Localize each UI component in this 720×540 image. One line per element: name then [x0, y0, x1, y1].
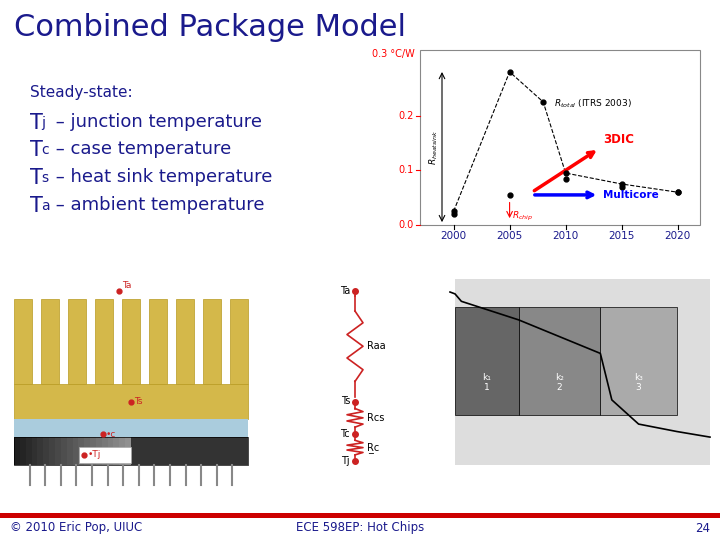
Text: – heat sink temperature: – heat sink temperature: [50, 168, 272, 186]
Text: – ambient temperature: – ambient temperature: [50, 196, 264, 214]
Text: k₁
1: k₁ 1: [482, 373, 491, 392]
Text: $R_{heat sink}$: $R_{heat sink}$: [428, 130, 440, 165]
Bar: [0, 513, 720, 518]
Bar: [84, 437, 90, 465]
Bar: [122, 299, 140, 384]
FancyBboxPatch shape: [78, 447, 130, 463]
Bar: [455, 307, 518, 415]
Bar: [518, 307, 600, 415]
Bar: [176, 299, 194, 384]
Text: •Tj: •Tj: [88, 450, 101, 460]
Bar: [78, 437, 84, 465]
Bar: [14, 299, 32, 384]
Bar: [49, 437, 55, 465]
Text: 3DIC: 3DIC: [603, 133, 634, 146]
Text: T: T: [30, 140, 43, 160]
Bar: [203, 299, 221, 384]
Text: – junction temperature: – junction temperature: [50, 113, 262, 131]
Bar: [55, 437, 60, 465]
Text: 0.1: 0.1: [399, 165, 414, 176]
Text: $R_{total}$ (ITRS 2003): $R_{total}$ (ITRS 2003): [554, 98, 632, 110]
Text: Raa: Raa: [367, 341, 386, 351]
Bar: [149, 299, 167, 384]
Bar: [60, 437, 67, 465]
Bar: [120, 437, 125, 465]
Bar: [131, 437, 248, 465]
Text: s: s: [41, 171, 48, 185]
Text: Tj: Tj: [341, 456, 350, 466]
Bar: [102, 437, 107, 465]
Text: Ts: Ts: [341, 396, 350, 407]
Bar: [68, 299, 86, 384]
Text: 2010: 2010: [552, 231, 579, 241]
Text: Ts: Ts: [134, 397, 143, 406]
Text: Rcs: Rcs: [367, 413, 384, 423]
Text: 2020: 2020: [665, 231, 690, 241]
Text: 2015: 2015: [608, 231, 635, 241]
Text: 0.0: 0.0: [399, 220, 414, 230]
Text: $R_{chip}$: $R_{chip}$: [512, 210, 533, 223]
Text: ECE 598EP: Hot Chips: ECE 598EP: Hot Chips: [296, 522, 424, 535]
Text: •c: •c: [106, 430, 117, 438]
Bar: [26, 437, 32, 465]
Bar: [420, 50, 700, 225]
Bar: [14, 419, 248, 437]
Text: 0.2: 0.2: [399, 111, 414, 120]
Bar: [96, 437, 102, 465]
Text: k₃
3: k₃ 3: [634, 373, 643, 392]
Bar: [90, 437, 96, 465]
Text: 0.3 °C/W: 0.3 °C/W: [372, 49, 415, 59]
Bar: [73, 437, 78, 465]
Text: T: T: [30, 113, 43, 133]
Bar: [32, 437, 37, 465]
Text: Steady-state:: Steady-state:: [30, 85, 132, 100]
Text: © 2010 Eric Pop, UIUC: © 2010 Eric Pop, UIUC: [10, 522, 143, 535]
Bar: [43, 437, 49, 465]
Text: k₂
2: k₂ 2: [555, 373, 564, 392]
Text: a: a: [41, 199, 50, 213]
Text: Multicore: Multicore: [603, 190, 659, 200]
Bar: [600, 307, 677, 415]
Text: Ta: Ta: [340, 286, 350, 296]
Text: 24: 24: [695, 522, 710, 535]
Text: 2005: 2005: [497, 231, 523, 241]
Bar: [14, 384, 248, 419]
Text: – case temperature: – case temperature: [50, 140, 231, 158]
Text: T: T: [30, 196, 43, 216]
Bar: [125, 437, 131, 465]
Bar: [14, 437, 248, 465]
Bar: [95, 299, 113, 384]
Bar: [14, 437, 20, 465]
Bar: [230, 299, 248, 384]
Text: 2000: 2000: [441, 231, 467, 241]
Bar: [37, 437, 43, 465]
Bar: [20, 437, 26, 465]
Text: R̲c: R̲c: [367, 442, 379, 453]
Text: Tc: Tc: [341, 429, 350, 439]
Bar: [455, 279, 710, 465]
Bar: [41, 299, 59, 384]
Text: j: j: [41, 116, 45, 130]
Text: T: T: [30, 168, 43, 188]
Text: Ta: Ta: [122, 281, 132, 290]
Text: Combined Package Model: Combined Package Model: [14, 13, 406, 42]
Bar: [107, 437, 114, 465]
Bar: [67, 437, 73, 465]
Bar: [114, 437, 120, 465]
Text: c: c: [41, 143, 49, 157]
